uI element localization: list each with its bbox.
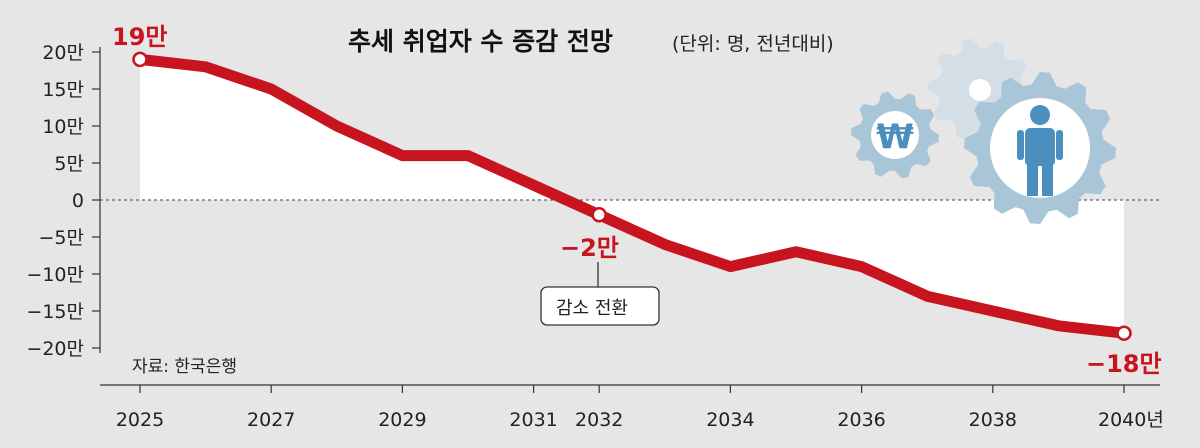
- y-tick-label: −15만: [26, 301, 84, 323]
- turn-value-label: −2만: [560, 234, 619, 262]
- svg-text:₩: ₩: [876, 117, 914, 157]
- x-tick-label: 2036: [837, 409, 885, 431]
- series-line: [134, 53, 1130, 339]
- chart-title: 추세 취업자 수 증감 전망: [348, 27, 613, 56]
- y-tick-label: 0: [72, 190, 84, 212]
- area-fill: [140, 59, 1124, 334]
- source-note: 자료: 한국은행: [132, 357, 237, 377]
- y-tick-label: 5만: [54, 153, 84, 175]
- x-tick-label: 2027: [247, 409, 295, 431]
- y-tick-label: 10만: [42, 116, 84, 138]
- x-tick-label: 2032: [575, 409, 623, 431]
- series-line-layer: [132, 51, 1132, 341]
- start-value-label: 19만: [112, 23, 167, 51]
- y-tick-label: 15만: [42, 79, 84, 101]
- data-point-marker: [1116, 325, 1132, 341]
- x-tick-label: 2025: [116, 409, 164, 431]
- gears-illustration: ₩: [851, 38, 1116, 224]
- x-tick-label: 2029: [378, 409, 426, 431]
- y-tick-label: −20만: [26, 338, 84, 360]
- turn-callout-text: 감소 전환: [556, 298, 628, 319]
- x-tick-label: 2034: [706, 409, 754, 431]
- x-tick-label: 2040년: [1098, 409, 1164, 431]
- chart-subtitle: (단위: 명, 전년대비): [672, 33, 834, 55]
- x-tick-label: 2031: [509, 409, 557, 431]
- y-tick-label: −10만: [26, 264, 84, 286]
- y-tick-label: −5만: [39, 227, 85, 249]
- x-tick-label: 2038: [969, 409, 1017, 431]
- axes: 20만 15만 10만 5만 0 −5만 −10만 −15만 −20만 2025 2027 2029 2…: [26, 42, 1163, 431]
- data-point-marker: [132, 51, 148, 68]
- turn-callout-box: [540, 286, 660, 326]
- area-fill-layer: [140, 59, 1124, 334]
- person-gear-icon: [964, 72, 1116, 224]
- data-point-marker: [591, 207, 607, 223]
- annotations: 19만 −2만 감소 전환 −18만: [112, 23, 1162, 378]
- won-gear-icon: ₩: [851, 91, 939, 179]
- end-value-label: −18만: [1086, 350, 1162, 378]
- y-tick-label: 20만: [42, 42, 84, 64]
